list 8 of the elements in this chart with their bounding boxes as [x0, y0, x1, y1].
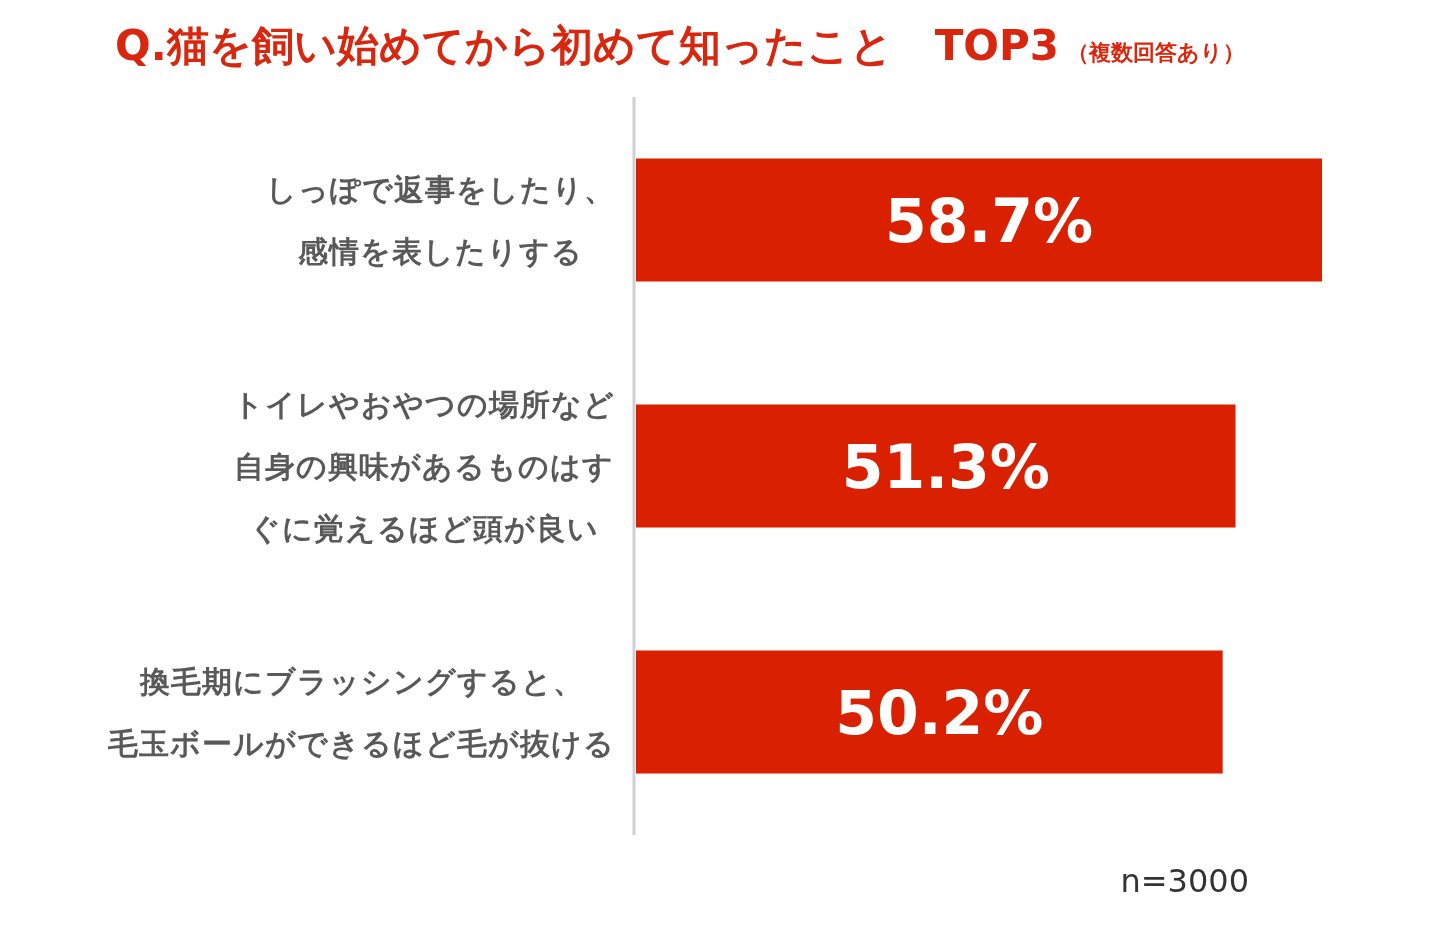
y-tick-label: 換毛期にブラッシングすると、毛玉ボールができるほど毛が抜ける	[107, 664, 615, 761]
y-tick-label: しっぽで返事をしたり、感情を表したりする	[266, 172, 615, 269]
data-label: 50.2%	[835, 678, 1044, 748]
data-label: 58.7%	[884, 186, 1094, 256]
y-tick-label: トイレやおやつの場所など自身の興味があるものはすぐに覚えるほど頭が良い	[233, 387, 615, 546]
title: Q.猫を飼い始めてから初めて知ったこと TOP3 （複数回答あり）	[115, 21, 1246, 70]
text: n=3000	[1120, 862, 1249, 900]
data-label: 51.3%	[841, 432, 1050, 502]
